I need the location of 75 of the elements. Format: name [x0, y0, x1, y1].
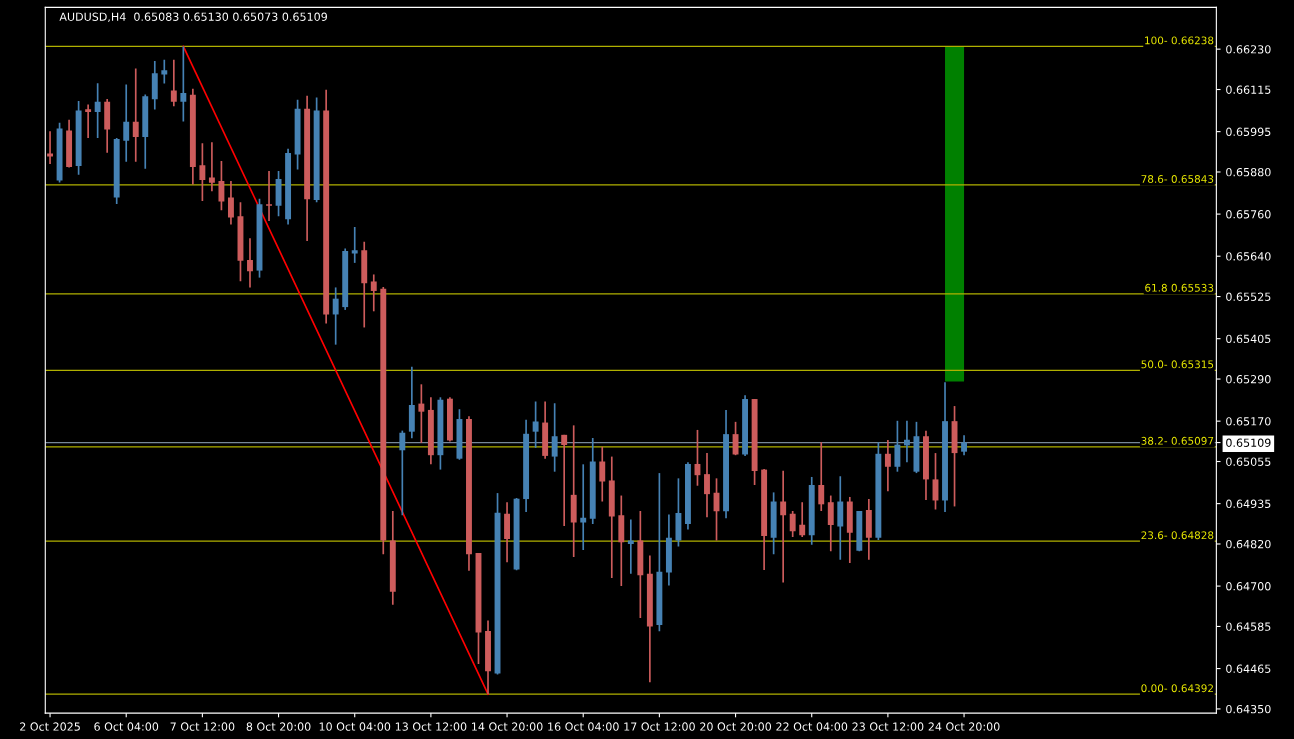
candlestick	[247, 237, 253, 289]
y-tick-label: 0.65995	[1226, 127, 1271, 136]
candlestick	[199, 142, 206, 202]
candlestick	[94, 82, 101, 139]
candlestick	[132, 67, 139, 163]
x-tick-label: 17 Oct 12:00	[624, 722, 695, 731]
annotation: 23.6- 0.64828	[1141, 531, 1214, 540]
candlestick	[561, 434, 568, 527]
x-tick-label: 6 Oct 04:00	[94, 722, 159, 731]
y-tick-label: 0.65760	[1226, 210, 1271, 219]
y-tick-label: 0.65525	[1226, 292, 1271, 301]
candlestick	[551, 402, 558, 473]
candlestick	[351, 226, 358, 264]
x-tick-label: 14 Oct 20:00	[472, 722, 543, 731]
x-tick-label: 23 Oct 12:00	[852, 722, 924, 731]
candlestick	[818, 441, 825, 512]
annotation: 78.6- 0.65843	[1141, 175, 1214, 183]
y-tick-label: 0.65405	[1226, 334, 1271, 344]
x-tick-label: 7 Oct 12:00	[170, 722, 235, 731]
x-tick-label: 24 Oct 20:00	[928, 722, 1000, 731]
candlestick	[799, 501, 806, 538]
y-tick-label: 0.64585	[1226, 622, 1271, 631]
x-tick-label: 22 Oct 04:00	[776, 722, 848, 731]
y-tick-label: 0.65055	[1226, 457, 1271, 466]
y-tick-label: 0.64465	[1226, 664, 1271, 673]
annotation: 38.2- 0.65097	[1141, 436, 1214, 445]
y-tick-label: 0.66230	[1226, 45, 1271, 54]
x-tick-label: 10 Oct 04:00	[319, 722, 391, 731]
candlestick	[399, 429, 406, 517]
candlestick	[961, 434, 968, 457]
annotation: 100- 0.66238	[1145, 36, 1214, 45]
chart-title: AUDUSD,H4 0.65083 0.65130 0.65073 0.65109	[59, 12, 327, 23]
annotation: 61.8 0.65533	[1145, 283, 1214, 292]
candlestick	[827, 494, 834, 553]
y-tick-label: 0.65170	[1226, 417, 1271, 426]
candlestick	[903, 419, 910, 464]
candlestick	[228, 180, 234, 226]
y-tick-label: 0.64935	[1226, 499, 1271, 508]
candlestick	[161, 58, 168, 85]
candlestick	[170, 58, 177, 108]
x-tick-label: 2 Oct 2025	[20, 722, 80, 731]
candlestick	[370, 273, 377, 313]
candlestick	[123, 83, 130, 163]
candlestick	[580, 463, 587, 551]
y-tick-label: 0.65109	[1226, 438, 1271, 447]
candlestick	[418, 383, 425, 444]
candlestick	[599, 445, 606, 503]
y-tick-label: 0.64350	[1226, 704, 1271, 714]
candlestick	[332, 286, 339, 346]
candlestick	[627, 518, 634, 575]
candlestick	[180, 45, 187, 123]
candlestick	[884, 439, 891, 493]
x-tick-label: 8 Oct 20:00	[246, 722, 311, 731]
candlestick	[218, 160, 225, 212]
y-tick-label: 0.64820	[1226, 539, 1271, 549]
candlestick	[47, 130, 53, 165]
x-tick-label: 13 Oct 12:00	[395, 722, 467, 731]
y-tick-label: 0.65290	[1226, 375, 1271, 384]
candlestick	[789, 510, 796, 538]
candlestick	[780, 469, 787, 584]
x-tick-label: 20 Oct 20:00	[700, 722, 772, 731]
y-tick-label: 0.64700	[1226, 582, 1271, 591]
candlestick	[894, 419, 901, 473]
candlestick	[85, 103, 92, 139]
annotation: 0.00- 0.64392	[1141, 684, 1213, 693]
candlestick	[704, 452, 710, 519]
x-tick-label: 16 Oct 04:00	[548, 722, 619, 731]
annotation: 50.0- 0.65315	[1141, 360, 1214, 369]
candlestick	[208, 141, 215, 193]
y-tick-label: 0.65640	[1226, 252, 1271, 261]
y-tick-label: 0.66115	[1226, 85, 1271, 94]
candlestick	[732, 421, 739, 457]
y-tick-label: 0.65880	[1226, 167, 1271, 177]
candlestick	[532, 400, 539, 449]
candlestick	[266, 170, 272, 222]
